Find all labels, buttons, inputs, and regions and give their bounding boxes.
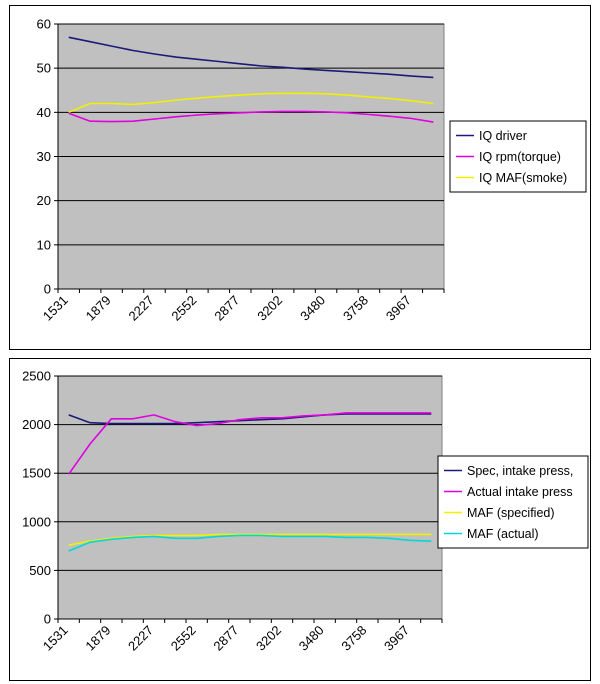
y-tick-label: 0	[44, 612, 51, 627]
x-tick-label: 2227	[126, 293, 157, 324]
series-line	[68, 412, 432, 475]
series-line	[68, 110, 434, 123]
series-line	[68, 92, 434, 114]
series-line	[68, 36, 434, 79]
chart-1: 0 10 20 30 40 50 60 1531 1879 2227 2552 2877 3202 348…	[37, 17, 587, 324]
legend-label: Actual intake press	[467, 485, 573, 499]
x-tick-label: 2877	[211, 293, 242, 324]
series-line	[68, 533, 432, 546]
legend-label: IQ MAF(smoke)	[479, 171, 567, 185]
series-line	[68, 413, 432, 425]
y-tick-label: 1000	[22, 514, 51, 529]
x-tick-label: 2552	[168, 623, 199, 654]
series-line	[68, 534, 432, 552]
x-tick-label: 1879	[83, 293, 114, 324]
legend-box	[437, 455, 589, 549]
legend-label: MAF (actual)	[467, 527, 539, 541]
legend-label: IQ driver	[479, 129, 527, 143]
x-tick-label: 1531	[40, 623, 71, 654]
y-tick-label: 10	[37, 237, 51, 252]
plot-area	[57, 375, 443, 620]
x-tick-label: 1531	[40, 293, 71, 324]
x-tick-label: 3480	[296, 623, 327, 654]
legend-label: MAF (specified)	[467, 506, 555, 520]
x-tick-label: 2227	[125, 623, 156, 654]
chart-panel-1: 0 10 20 30 40 50 60 1531 1879 2227 2552 2877 3202 348…	[9, 5, 591, 350]
y-tick-label: 500	[29, 563, 51, 578]
x-tick-label: 1879	[82, 623, 113, 654]
legend-label: IQ rpm(torque)	[479, 150, 561, 164]
x-tick-label: 3202	[254, 293, 285, 324]
y-tick-label: 2500	[22, 369, 51, 384]
x-tick-label: 3967	[381, 623, 412, 654]
x-tick-label: 3758	[338, 623, 369, 654]
x-tick-label: 3758	[340, 293, 371, 324]
y-tick-label: 20	[37, 193, 51, 208]
x-tick-label: 2552	[168, 293, 199, 324]
legend-label: Spec, intake press,	[467, 464, 573, 478]
x-tick-label: 2877	[210, 623, 241, 654]
y-tick-label: 60	[37, 17, 51, 32]
y-tick-label: 0	[44, 282, 51, 297]
y-tick-label: 50	[37, 61, 51, 76]
y-tick-label: 40	[37, 105, 51, 120]
x-tick-label: 3202	[253, 623, 284, 654]
x-tick-label: 3480	[297, 293, 328, 324]
y-tick-label: 2000	[22, 417, 51, 432]
y-tick-label: 30	[37, 149, 51, 164]
chart-2: 0 500 1000 1500 2000 2500 1531 1879 2227 2552 2877…	[22, 369, 589, 654]
x-tick-label: 3967	[383, 293, 414, 324]
chart-panel-2: 0 500 1000 1500 2000 2500 1531 1879 2227 2552 2877…	[9, 358, 591, 681]
y-tick-label: 1500	[22, 466, 51, 481]
